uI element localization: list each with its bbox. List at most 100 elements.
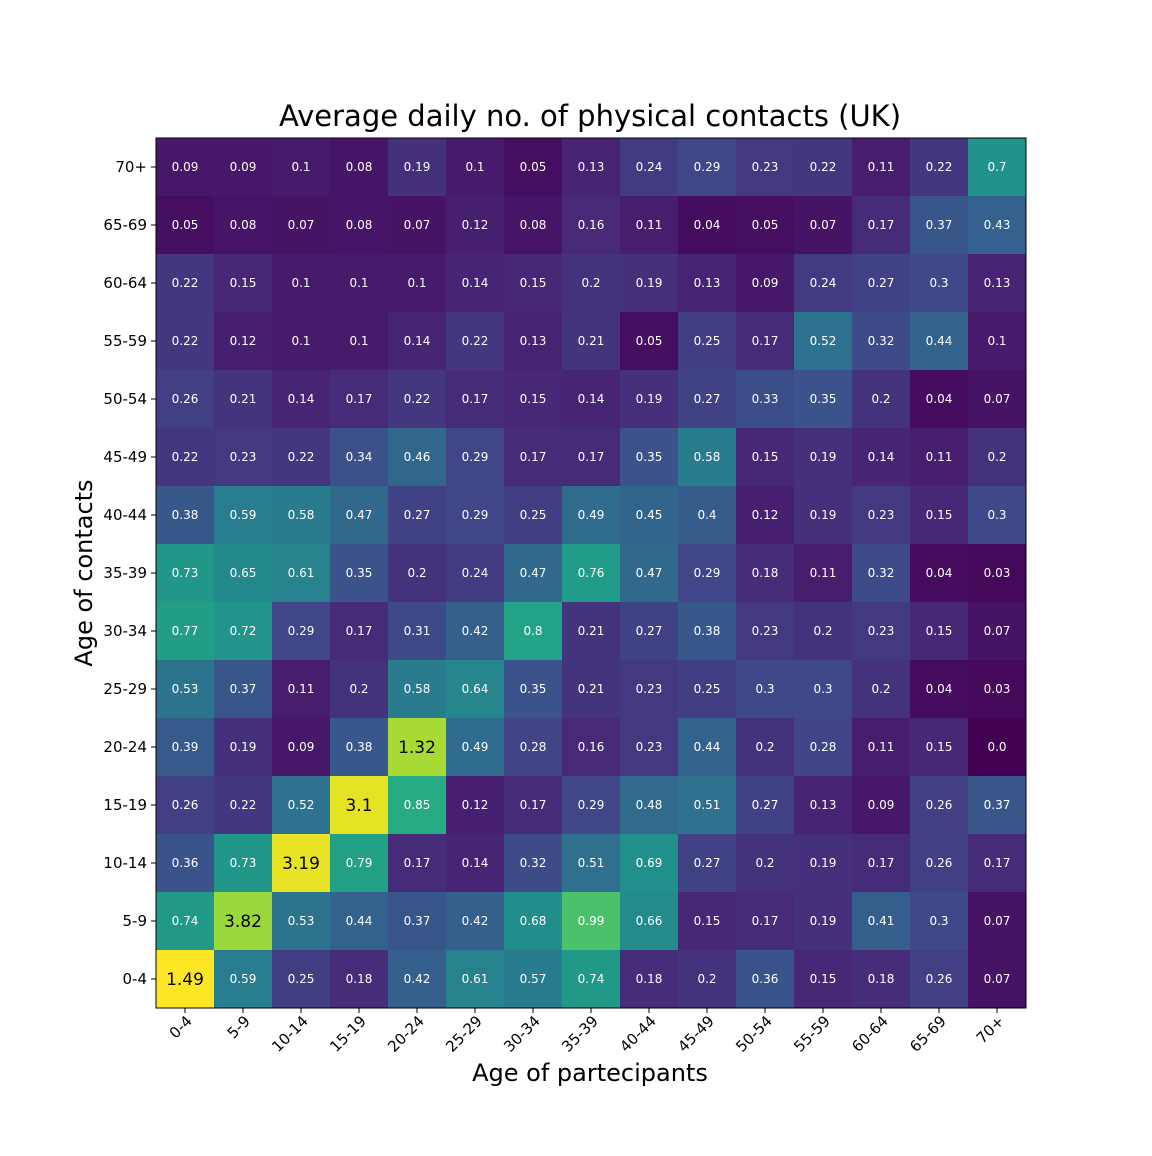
heatmap-cell-label: 0.14 [868,450,895,464]
heatmap-cell-label: 0.64 [462,682,489,696]
heatmap-cell [504,486,563,545]
heatmap-cell [504,428,563,487]
heatmap-cell [156,660,215,719]
heatmap-cell-label: 0.17 [868,856,895,870]
heatmap-cell [272,312,331,371]
heatmap-cell [736,718,795,777]
heatmap-cell [446,544,505,603]
heatmap-cell [272,892,331,951]
heatmap-cell [968,370,1027,429]
heatmap-cell-label: 0.18 [868,972,895,986]
heatmap-cell [852,776,911,835]
heatmap-cell-label: 0.19 [810,450,837,464]
heatmap-cell-label: 0.47 [346,508,373,522]
heatmap-cell [852,312,911,371]
heatmap-cell-label: 0.57 [520,972,547,986]
heatmap-cell-label: 0.04 [926,392,953,406]
heatmap-cell-label: 0.25 [288,972,315,986]
heatmap-cell-label: 0.27 [694,856,721,870]
heatmap-cell-label: 0.22 [288,450,315,464]
heatmap-cell-label: 0.77 [172,624,199,638]
heatmap-cell-label: 0.99 [578,914,605,928]
y-tick-label: 5-9 [123,912,148,930]
chart-title: Average daily no. of physical contacts (… [279,99,901,133]
heatmap-cell-label: 0.23 [230,450,257,464]
heatmap-cell-label: 0.03 [984,682,1011,696]
heatmap-cell-label: 0.22 [172,450,199,464]
heatmap-cell-label: 0.13 [810,798,837,812]
heatmap-cell-label: 0.13 [984,276,1011,290]
heatmap-cell [272,718,331,777]
heatmap-cell [330,892,389,951]
heatmap-cell [504,312,563,371]
heatmap-cell-label: 0.24 [636,160,663,174]
heatmap-cell-label: 0.1 [407,276,426,290]
heatmap-cell [620,950,679,1009]
heatmap-cell-label: 0.76 [578,566,605,580]
heatmap-cell [620,196,679,255]
heatmap-cell-label: 0.35 [810,392,837,406]
heatmap-cell [446,660,505,719]
heatmap-cell [446,602,505,661]
heatmap-cell [388,660,447,719]
heatmap-cell-label: 0.47 [520,566,547,580]
heatmap-cell-label: 0.08 [230,218,257,232]
heatmap-cell-label: 0.2 [755,740,774,754]
heatmap-cell-label: 0.2 [349,682,368,696]
heatmap-cell-label: 0.25 [520,508,547,522]
heatmap-cell [562,602,621,661]
heatmap-cell-label: 0.17 [346,392,373,406]
heatmap-cell [794,544,853,603]
heatmap-cell-label: 0.7 [987,160,1006,174]
heatmap-cell [504,196,563,255]
heatmap-cell [852,602,911,661]
heatmap-cell [678,718,737,777]
heatmap-cell [156,312,215,371]
heatmap-cell [156,602,215,661]
heatmap-cell [330,776,389,835]
heatmap-cell [214,254,273,313]
heatmap-cell [620,312,679,371]
y-tick-label: 65-69 [103,216,147,234]
heatmap-cell-label: 0.05 [752,218,779,232]
heatmap-cell [910,834,969,893]
heatmap-cell [156,196,215,255]
heatmap-cell [620,776,679,835]
heatmap-cell [214,486,273,545]
heatmap-cell-label: 0.13 [694,276,721,290]
heatmap-cell-label: 0.22 [404,392,431,406]
heatmap-cell-label: 0.31 [404,624,431,638]
heatmap-cell [620,544,679,603]
heatmap-cell-label: 0.32 [520,856,547,870]
heatmap-cell [968,834,1027,893]
heatmap-cell [330,138,389,197]
heatmap-cell-label: 0.14 [404,334,431,348]
heatmap-cell-label: 0.17 [984,856,1011,870]
heatmap-cell-label: 0.26 [926,856,953,870]
heatmap-cell [794,602,853,661]
heatmap-cell [852,660,911,719]
heatmap-cell-label: 0.04 [926,682,953,696]
heatmap-cell-label: 0.07 [984,914,1011,928]
x-tick-label: 45-49 [674,1012,718,1056]
heatmap-cell [272,428,331,487]
heatmap-cell-label: 0.15 [926,740,953,754]
heatmap-cell [562,428,621,487]
heatmap-cell-label: 0.05 [520,160,547,174]
heatmap-cell-label: 0.23 [636,740,663,754]
heatmap-cell-label: 0.21 [578,334,605,348]
heatmap-cell-label: 0.25 [694,334,721,348]
heatmap-cell [330,486,389,545]
heatmap-cell [446,776,505,835]
heatmap-cell [156,138,215,197]
heatmap-cell [852,718,911,777]
heatmap-cell [562,196,621,255]
heatmap-cell [678,370,737,429]
heatmap-cell-label: 0.15 [926,624,953,638]
heatmap-cell [272,196,331,255]
heatmap-cell-label: 0.07 [404,218,431,232]
heatmap-cell-label: 0.19 [636,276,663,290]
heatmap-cell-label: 0.38 [694,624,721,638]
heatmap-cell [968,544,1027,603]
